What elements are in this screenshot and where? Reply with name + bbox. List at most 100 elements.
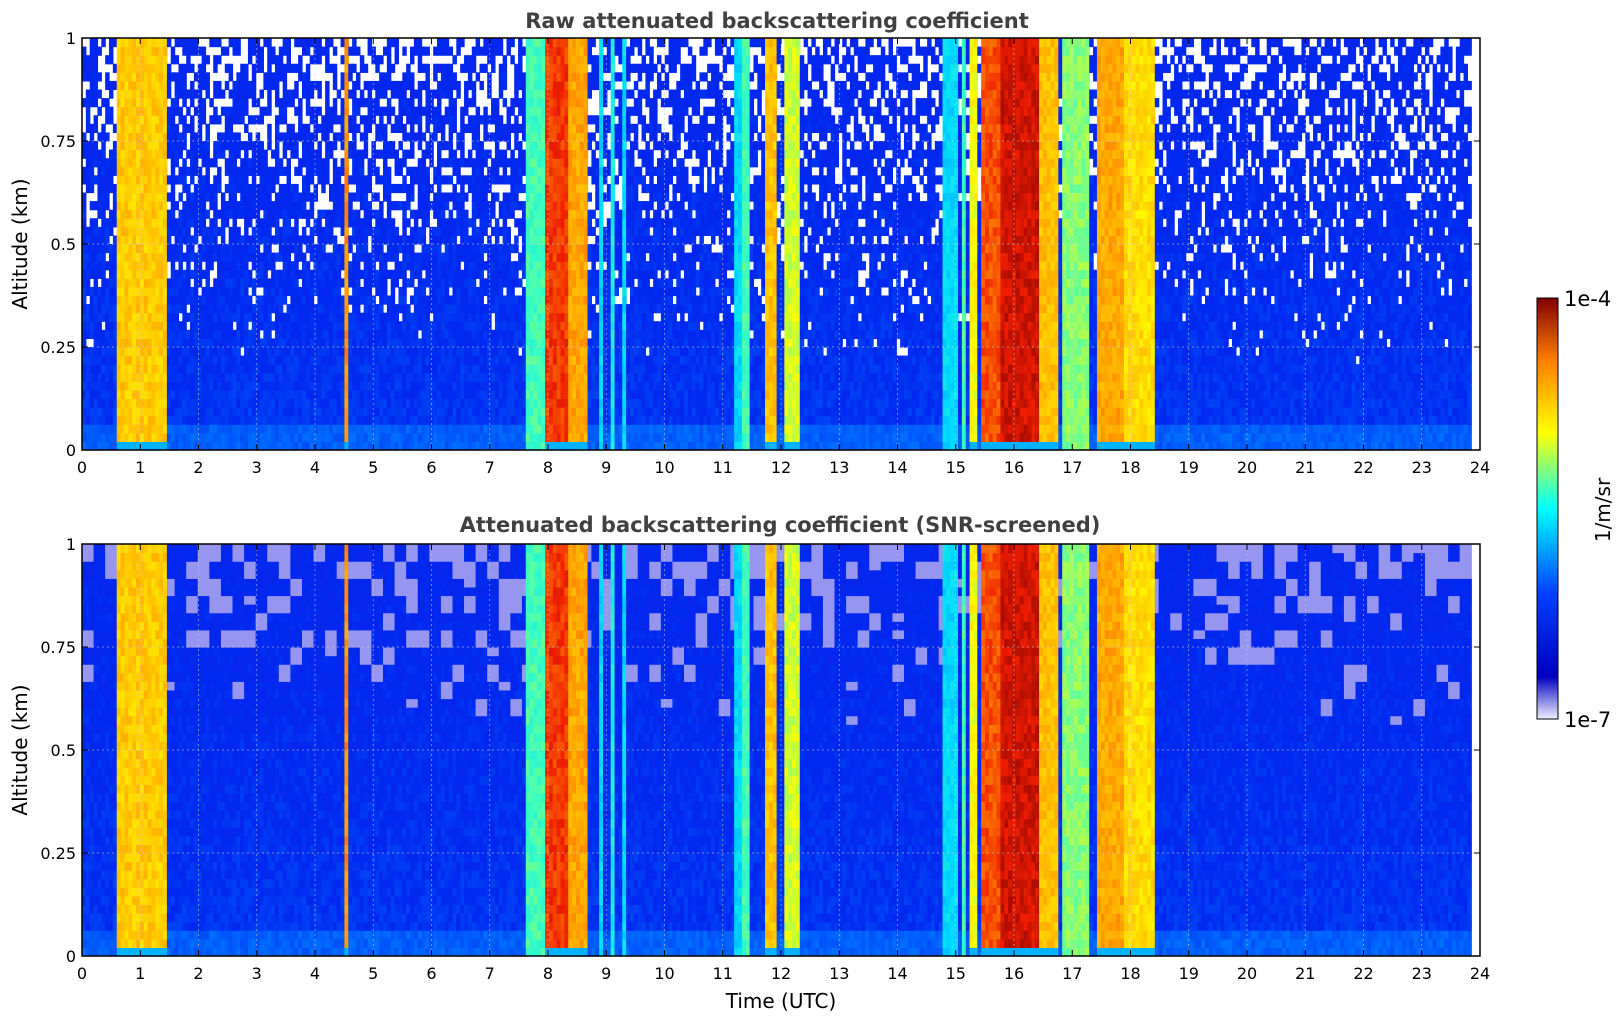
heatmap-cell — [398, 158, 403, 168]
heatmap-cell — [244, 226, 249, 237]
heatmap-cell — [533, 80, 538, 91]
heatmap-cell — [410, 441, 415, 451]
heatmap-cell — [479, 149, 484, 159]
heatmap-cell — [402, 372, 407, 382]
heatmap-cell — [529, 89, 535, 99]
heatmap-cell — [479, 381, 484, 391]
heatmap-cell — [190, 415, 195, 425]
heatmap-cell — [325, 338, 330, 348]
heatmap-cell — [375, 441, 380, 451]
heatmap-cell — [139, 141, 145, 151]
heatmap-cell — [421, 347, 427, 357]
heatmap-cell — [240, 106, 245, 116]
heatmap-cell — [132, 252, 137, 262]
heatmap-cell — [151, 209, 156, 219]
heatmap-cell — [425, 415, 430, 425]
heatmap-cell — [301, 424, 307, 434]
heatmap-cell — [359, 252, 365, 262]
heatmap-cell — [541, 132, 546, 142]
heatmap-cell — [359, 415, 365, 425]
heatmap-cell — [328, 372, 334, 382]
heatmap-cell — [97, 441, 102, 451]
heatmap-cell — [259, 407, 264, 417]
heatmap-cell — [236, 141, 241, 151]
heatmap-cell — [139, 321, 145, 331]
heatmap-cell — [224, 123, 230, 134]
heatmap-cell — [166, 226, 172, 237]
heatmap-cell — [159, 201, 164, 211]
heatmap-cell — [483, 338, 488, 348]
heatmap-cell — [452, 372, 457, 382]
heatmap-cell — [313, 389, 318, 400]
heatmap-cell — [425, 372, 430, 382]
heatmap-cell — [109, 312, 114, 322]
heatmap-cell — [205, 132, 210, 142]
heatmap-cell — [552, 415, 558, 425]
heatmap-cell — [116, 132, 122, 142]
heatmap-cell — [282, 312, 288, 322]
heatmap-cell — [352, 295, 357, 305]
heatmap-cell — [355, 364, 361, 374]
heatmap-cell — [197, 175, 203, 185]
heatmap-cell — [271, 432, 276, 443]
heatmap-cell — [510, 175, 515, 185]
heatmap-cell — [109, 183, 114, 194]
heatmap-cell — [321, 364, 326, 374]
heatmap-cell — [371, 235, 376, 245]
heatmap-cell — [417, 261, 423, 271]
heatmap-cell — [105, 80, 110, 91]
heatmap-cell — [494, 115, 500, 125]
heatmap-cell — [379, 286, 384, 297]
heatmap-cell — [494, 46, 500, 56]
heatmap-cell — [541, 46, 546, 56]
heatmap-cell — [116, 269, 122, 279]
heatmap-cell — [506, 329, 511, 340]
heatmap-cell — [236, 355, 241, 365]
heatmap-cell — [464, 441, 469, 451]
heatmap-cell — [321, 415, 326, 425]
heatmap-cell — [386, 226, 392, 237]
heatmap-cell — [467, 80, 473, 91]
heatmap-cell — [363, 381, 369, 391]
heatmap-cell — [124, 235, 129, 245]
heatmap-cell — [355, 407, 361, 417]
heatmap-cell — [417, 278, 423, 288]
heatmap-cell — [336, 407, 342, 417]
heatmap-cell — [163, 149, 168, 159]
heatmap-cell — [379, 304, 384, 314]
heatmap-cell — [93, 244, 99, 254]
heatmap-cell — [355, 218, 361, 228]
heatmap-cell — [159, 158, 164, 168]
heatmap-cell — [263, 218, 268, 228]
heatmap-cell — [240, 192, 245, 202]
heatmap-cell — [286, 89, 291, 99]
heatmap-cell — [182, 252, 187, 262]
heatmap-cell — [170, 424, 176, 434]
heatmap-cell — [143, 338, 149, 348]
heatmap-cell — [155, 132, 160, 142]
heatmap-cell — [379, 149, 384, 159]
heatmap-cell — [375, 218, 380, 228]
heatmap-cell — [332, 278, 338, 288]
heatmap-cell — [363, 252, 369, 262]
heatmap-cell — [359, 149, 365, 159]
heatmap-cell — [128, 72, 133, 82]
heatmap-cell — [548, 72, 554, 82]
heatmap-cell — [97, 415, 102, 425]
heatmap-cell — [228, 321, 234, 331]
heatmap-cell — [494, 98, 500, 108]
heatmap-cell — [294, 441, 299, 451]
heatmap-cell — [429, 347, 434, 357]
heatmap-cell — [120, 355, 126, 365]
heatmap-cell — [417, 132, 423, 142]
heatmap-cell — [178, 63, 183, 73]
heatmap-cell — [217, 261, 222, 271]
heatmap-cell — [413, 398, 419, 408]
heatmap-cell — [274, 278, 280, 288]
heatmap-cell — [545, 235, 550, 245]
heatmap-cell — [533, 295, 538, 305]
heatmap-cell — [205, 149, 210, 159]
heatmap-cell — [190, 46, 195, 56]
heatmap-cell — [136, 381, 141, 391]
heatmap-cell — [518, 201, 523, 211]
